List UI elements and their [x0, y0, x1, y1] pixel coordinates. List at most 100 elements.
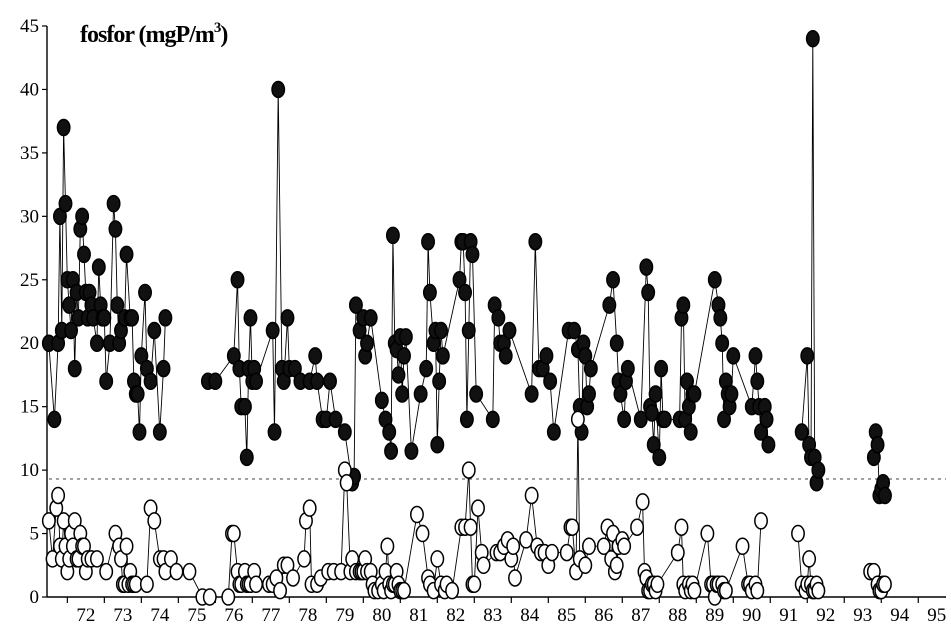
filled-data-point: [152, 423, 167, 441]
filled-data-point: [391, 366, 406, 384]
filled-data-point: [280, 309, 295, 327]
y-tick-label: 45: [20, 16, 39, 37]
filled-data-point: [805, 29, 820, 48]
filled-data-point: [641, 283, 656, 302]
x-tick-label: 94: [890, 605, 910, 626]
filled-data-point: [385, 226, 400, 245]
filled-data-point: [567, 321, 582, 340]
open-data-point: [397, 581, 411, 600]
x-tick-label: 87: [631, 605, 650, 626]
filled-data-point: [237, 397, 252, 416]
series-points: [41, 29, 892, 606]
filled-data-point: [310, 372, 325, 391]
open-data-point: [273, 581, 288, 600]
filled-data-point: [97, 309, 112, 327]
filled-data-point: [620, 359, 635, 378]
x-tick-label: 78: [298, 605, 317, 626]
y-tick-label: 5: [30, 524, 40, 545]
filled-data-point: [110, 296, 125, 314]
open-data-point: [139, 575, 154, 594]
open-data-point: [718, 581, 733, 600]
filled-data-point: [878, 486, 892, 505]
open-data-point: [617, 537, 632, 555]
filled-data-point: [337, 423, 352, 441]
filled-data-point: [108, 220, 123, 238]
x-tick-label: 95: [927, 605, 946, 626]
y-axis-ticks: 0 5 10 15 20 25 30 35 40 45: [20, 16, 47, 608]
filled-data-point: [459, 410, 474, 429]
x-tick-label: 81: [409, 605, 428, 626]
filled-data-point: [47, 410, 62, 429]
filled-data-point: [639, 258, 654, 276]
open-data-point: [545, 543, 559, 562]
filled-data-point: [413, 385, 428, 403]
filled-data-point: [539, 347, 554, 365]
open-data-point: [467, 575, 482, 594]
open-data-point: [570, 410, 585, 429]
open-data-point: [119, 537, 134, 555]
open-data-point: [687, 581, 702, 600]
open-data-point: [461, 461, 476, 479]
filled-data-point: [125, 309, 140, 327]
filled-data-point: [715, 334, 730, 352]
x-tick-label: 91: [779, 605, 798, 626]
open-data-point: [508, 569, 522, 587]
open-data-point: [51, 486, 66, 505]
open-data-point: [578, 556, 593, 575]
y-tick-label: 20: [20, 333, 39, 354]
open-data-point: [878, 575, 892, 594]
filled-data-point: [265, 321, 280, 340]
filled-data-point: [89, 334, 104, 352]
filled-data-point: [77, 245, 91, 264]
filled-data-point: [382, 423, 397, 441]
filled-data-point: [502, 321, 517, 340]
x-tick-label: 85: [557, 605, 576, 626]
filled-data-point: [130, 385, 145, 403]
open-data-point: [565, 518, 580, 536]
filled-data-point: [106, 194, 121, 213]
x-tick-label: 74: [150, 605, 170, 626]
open-data-point: [339, 474, 354, 492]
open-data-point: [700, 524, 715, 543]
filled-data-point: [348, 296, 363, 314]
filled-data-point: [543, 372, 558, 391]
open-data-point: [221, 588, 236, 606]
filled-data-point: [676, 296, 691, 314]
open-data-point: [791, 524, 805, 543]
open-data-point: [670, 543, 685, 562]
open-data-point: [596, 537, 611, 555]
open-data-point: [430, 550, 445, 568]
filled-data-point: [243, 309, 258, 327]
filled-data-point: [546, 423, 561, 441]
filled-data-point: [491, 309, 506, 327]
filled-data-point: [267, 423, 282, 441]
filled-data-point: [602, 296, 617, 314]
filled-data-point: [654, 359, 669, 378]
filled-data-point: [67, 359, 82, 378]
open-data-point: [524, 486, 539, 505]
open-data-point: [609, 556, 624, 575]
filled-data-point: [811, 461, 826, 479]
open-data-point: [471, 499, 485, 517]
x-tick-label: 88: [668, 605, 687, 626]
open-data-point: [380, 537, 395, 555]
open-data-point: [302, 499, 317, 517]
filled-data-point: [606, 271, 620, 289]
y-tick-label: 10: [20, 460, 39, 481]
filled-data-point: [58, 194, 73, 213]
open-data-point: [445, 581, 460, 600]
open-data-point: [202, 588, 217, 606]
filled-data-point: [132, 423, 147, 441]
filled-data-point: [75, 207, 90, 226]
filled-data-point: [119, 245, 134, 264]
filled-data-point: [363, 309, 378, 327]
y-tick-label: 30: [20, 206, 39, 227]
open-data-point: [89, 550, 104, 568]
filled-data-point: [469, 385, 484, 403]
filled-data-point: [64, 321, 78, 340]
filled-data-point: [430, 435, 445, 454]
open-data-point: [559, 543, 574, 562]
filled-data-point: [249, 372, 263, 391]
filled-data-point: [870, 435, 885, 454]
filled-data-point: [239, 448, 254, 467]
